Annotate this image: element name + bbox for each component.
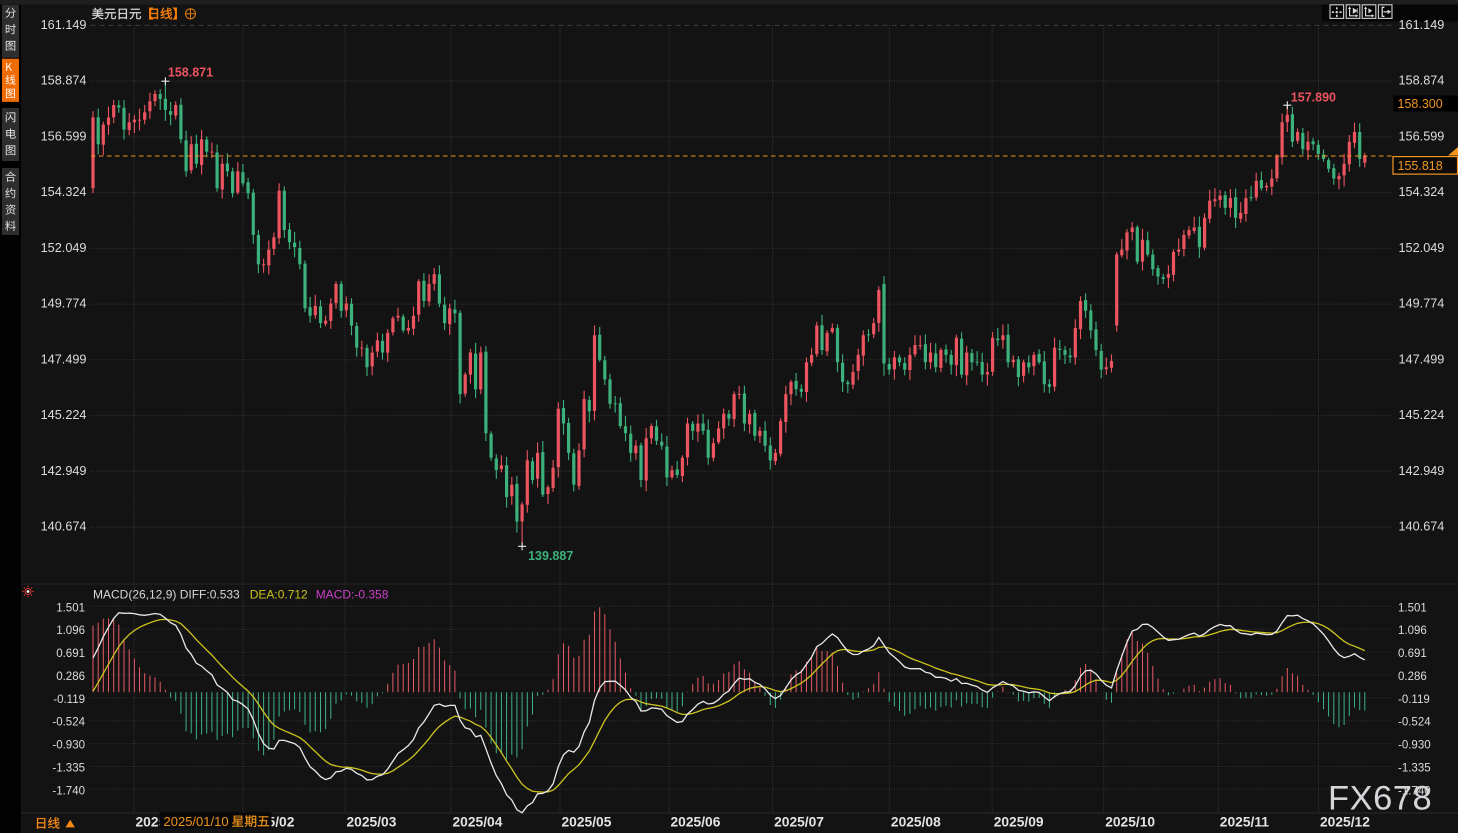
svg-text:FX678: FX678 [1328,780,1432,818]
svg-text:142.949: 142.949 [1399,464,1445,478]
svg-text:152.049: 152.049 [41,241,87,255]
svg-text:154.324: 154.324 [1399,185,1445,199]
svg-text:154.324: 154.324 [41,185,87,199]
svg-text:147.499: 147.499 [41,352,87,366]
svg-text:2025/05: 2025/05 [562,815,612,830]
svg-text:2025/06: 2025/06 [671,815,721,830]
svg-text:-1.740: -1.740 [52,785,85,797]
svg-text:-0.524: -0.524 [1398,717,1431,729]
svg-text:1.096: 1.096 [56,625,85,637]
svg-text:157.890: 157.890 [1291,90,1336,104]
svg-text:-0.930: -0.930 [1398,740,1431,752]
svg-text:158.300: 158.300 [1398,97,1443,111]
svg-text:161.149: 161.149 [1399,18,1445,32]
svg-text:140.674: 140.674 [41,520,87,534]
svg-text:149.774: 149.774 [1399,297,1445,311]
svg-text:161.149: 161.149 [41,18,87,32]
svg-text:152.049: 152.049 [1399,241,1445,255]
svg-text:139.887: 139.887 [528,549,573,563]
svg-text:158.874: 158.874 [41,74,87,88]
svg-text:145.224: 145.224 [1399,408,1445,422]
svg-text:2025/12: 2025/12 [1320,815,1370,830]
svg-text:DEA:0.712: DEA:0.712 [250,588,308,602]
svg-text:-1.335: -1.335 [1398,763,1431,775]
svg-text:1.501: 1.501 [56,602,85,614]
svg-text:156.599: 156.599 [1399,130,1445,144]
svg-text:2025/09: 2025/09 [994,815,1044,830]
svg-text:MACD:-0.358: MACD:-0.358 [316,588,389,602]
svg-text:147.499: 147.499 [1399,352,1445,366]
svg-text:2025/03: 2025/03 [347,815,397,830]
svg-text:0.286: 0.286 [56,671,85,683]
svg-text:158.871: 158.871 [168,66,213,80]
svg-text:-0.119: -0.119 [1398,694,1430,706]
svg-text:158.874: 158.874 [1399,74,1445,88]
svg-text:0.691: 0.691 [1398,648,1427,660]
svg-text:142.949: 142.949 [41,464,87,478]
svg-text:-0.524: -0.524 [52,717,85,729]
svg-text:-1.335: -1.335 [52,763,85,775]
svg-text:156.599: 156.599 [41,130,87,144]
svg-text:1.096: 1.096 [1398,625,1427,637]
svg-text:2025/07: 2025/07 [774,815,824,830]
svg-text:149.774: 149.774 [41,297,87,311]
svg-text:-0.930: -0.930 [52,740,85,752]
svg-text:-1.740: -1.740 [1398,785,1431,797]
svg-text:0.691: 0.691 [56,648,85,660]
svg-text:2025/10: 2025/10 [1105,815,1155,830]
svg-text:0.286: 0.286 [1398,671,1427,683]
svg-text:140.674: 140.674 [1399,520,1445,534]
svg-text:2025/01/10: 2025/01/10 [164,814,229,829]
svg-text:2025/08: 2025/08 [891,815,941,830]
svg-text:155.818: 155.818 [1398,159,1443,173]
svg-text:-0.119: -0.119 [53,694,85,706]
svg-text:2025/04: 2025/04 [453,815,503,830]
svg-text:MACD(26,12,9) DIFF:0.533: MACD(26,12,9) DIFF:0.533 [93,588,240,602]
svg-text:145.224: 145.224 [41,408,87,422]
svg-text:1.501: 1.501 [1398,602,1427,614]
svg-text:2025/11: 2025/11 [1220,815,1269,830]
